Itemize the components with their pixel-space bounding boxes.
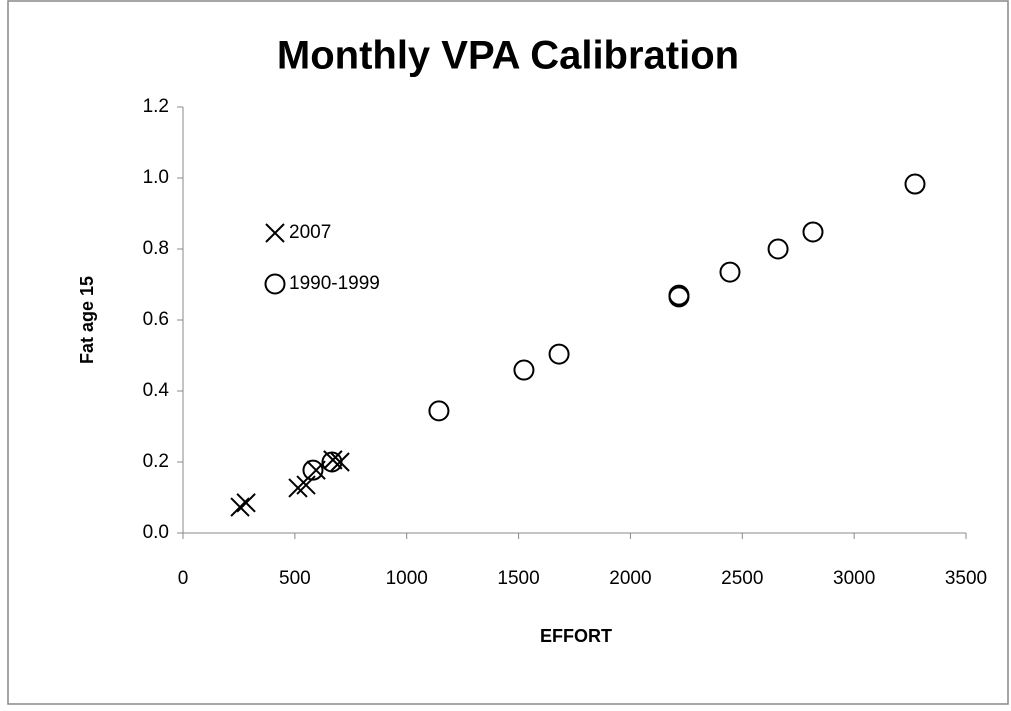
circle-marker xyxy=(548,343,570,365)
y-tick-label: 0.6 xyxy=(143,309,169,330)
x-tick-label: 2500 xyxy=(721,568,763,589)
y-tick-label: 1.2 xyxy=(143,96,169,117)
chart-title: Monthly VPA Calibration xyxy=(277,34,739,78)
y-axis-label: Fat age 15 xyxy=(77,276,97,364)
x-tick-label: 500 xyxy=(279,568,311,589)
x-tick-label: 1500 xyxy=(497,568,539,589)
cross-marker xyxy=(230,497,250,517)
circle-marker xyxy=(428,400,450,422)
x-tick-label: 0 xyxy=(178,568,189,589)
x-axis-label: EFFORT xyxy=(540,626,612,646)
circle-marker xyxy=(513,359,535,381)
circle-marker xyxy=(321,451,343,473)
circle-marker xyxy=(302,459,324,481)
y-tick-label: 0.2 xyxy=(143,451,169,472)
x-tick-label: 3500 xyxy=(945,568,987,589)
y-tick-label: 1.0 xyxy=(143,167,169,188)
chart-frame xyxy=(7,0,1009,705)
x-tick-label: 3000 xyxy=(833,568,875,589)
y-tick-label: 0.0 xyxy=(143,522,169,543)
y-tick-label: 0.4 xyxy=(143,380,170,401)
cross-marker xyxy=(236,493,256,513)
circle-marker xyxy=(668,284,690,306)
x-tick-label: 1000 xyxy=(386,568,428,589)
circle-marker xyxy=(719,261,741,283)
circle-marker xyxy=(802,221,824,243)
circle-marker xyxy=(904,173,926,195)
circle-marker xyxy=(264,273,286,295)
cross-marker xyxy=(330,452,350,472)
legend-label: 2007 xyxy=(289,222,331,243)
x-tick-label: 2000 xyxy=(609,568,651,589)
legend-label: 1990-1999 xyxy=(289,273,380,294)
circle-marker xyxy=(767,238,789,260)
y-tick-label: 0.8 xyxy=(143,238,169,259)
cross-marker xyxy=(265,223,285,243)
